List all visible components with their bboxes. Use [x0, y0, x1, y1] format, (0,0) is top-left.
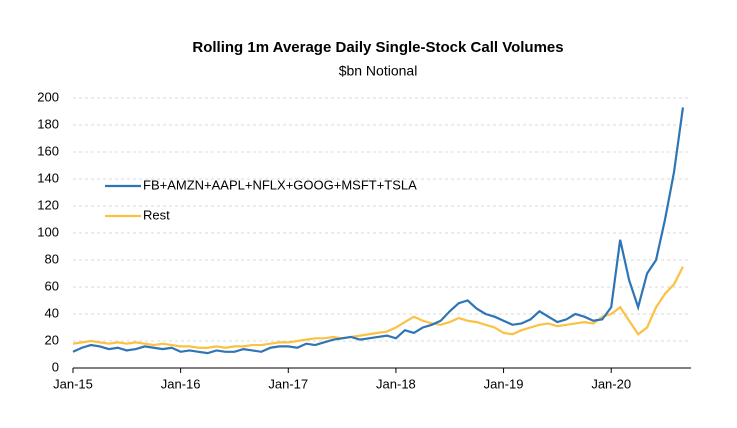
- y-tick-label: 20: [45, 332, 59, 347]
- y-tick-label: 100: [37, 224, 59, 239]
- chart-subtitle: $bn Notional: [339, 63, 418, 79]
- x-tick-label: Jan-18: [376, 376, 416, 391]
- x-tick-label: Jan-20: [591, 376, 631, 391]
- y-tick-label: 40: [45, 305, 59, 320]
- series-line: [72, 266, 684, 349]
- y-tick-label: 140: [37, 170, 59, 185]
- y-tick-label: 0: [52, 359, 59, 374]
- x-tick-label: Jan-17: [268, 376, 308, 391]
- y-tick-label: 120: [37, 197, 59, 212]
- series-line: [72, 107, 685, 355]
- legend-label: Rest: [143, 207, 170, 222]
- y-tick-label: 200: [37, 89, 59, 104]
- y-tick-label: 180: [37, 116, 59, 131]
- chart-title: Rolling 1m Average Daily Single-Stock Ca…: [192, 39, 563, 56]
- y-tick-label: 160: [37, 143, 59, 158]
- y-tick-label: 60: [45, 278, 59, 293]
- x-tick-label: Jan-15: [53, 376, 93, 391]
- x-tick-label: Jan-16: [161, 376, 201, 391]
- y-tick-label: 80: [45, 251, 59, 266]
- x-tick-label: Jan-19: [484, 376, 524, 391]
- legend-label: FB+AMZN+AAPL+NFLX+GOOG+MSFT+TSLA: [143, 177, 417, 192]
